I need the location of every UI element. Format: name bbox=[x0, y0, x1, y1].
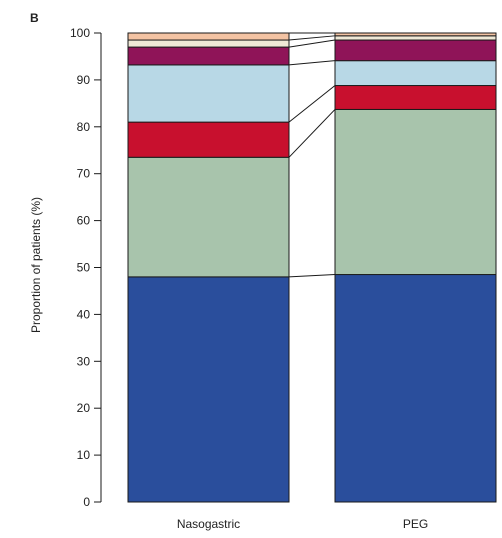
bar-segment-nasogastric-6 bbox=[127, 39, 290, 48]
connector-line bbox=[288, 35, 336, 41]
y-tick-label: 90 bbox=[77, 73, 91, 87]
panel-letter: B bbox=[30, 11, 39, 25]
connector-line bbox=[288, 60, 336, 66]
y-tick-label: 80 bbox=[77, 120, 91, 134]
bar-segment-peg-6 bbox=[334, 35, 497, 41]
connector-line bbox=[288, 109, 336, 158]
y-axis: 0 10 20 30 40 50 60 70 80 90 100 bbox=[70, 26, 102, 509]
bar-frame-nasogastric bbox=[127, 32, 290, 503]
bar-segment-peg-5 bbox=[334, 39, 497, 62]
bar-segment-peg-4 bbox=[334, 60, 497, 87]
bar-segment-nasogastric-2 bbox=[127, 156, 290, 278]
connector-lines bbox=[288, 32, 336, 278]
bar-segment-nasogastric-4 bbox=[127, 64, 290, 123]
bar-segment-peg-3 bbox=[334, 85, 497, 110]
connector-line bbox=[288, 274, 336, 278]
category-label-nasogastric: Nasogastric bbox=[177, 517, 240, 531]
y-tick-label: 40 bbox=[77, 307, 91, 321]
bars-group bbox=[127, 32, 497, 503]
y-tick-label: 50 bbox=[77, 261, 91, 275]
y-tick-label: 70 bbox=[77, 167, 91, 181]
bar-frame-peg bbox=[334, 32, 497, 503]
y-tick-label: 30 bbox=[77, 354, 91, 368]
y-axis-label: Proportion of patients (%) bbox=[29, 197, 43, 333]
y-tick-label: 60 bbox=[77, 214, 91, 228]
category-labels: Nasogastric PEG bbox=[177, 517, 428, 531]
y-tick-label: 20 bbox=[77, 401, 91, 415]
connector-line bbox=[288, 85, 336, 123]
y-tick-label: 100 bbox=[70, 26, 90, 40]
bar-segment-peg-1 bbox=[334, 274, 497, 503]
bar-segment-nasogastric-1 bbox=[127, 276, 290, 503]
category-label-peg: PEG bbox=[403, 517, 428, 531]
bar-segment-peg-2 bbox=[334, 108, 497, 276]
bar-segment-nasogastric-7 bbox=[127, 32, 290, 41]
y-tick-label: 10 bbox=[77, 448, 91, 462]
connector-line bbox=[288, 39, 336, 48]
bar-segment-nasogastric-3 bbox=[127, 121, 290, 158]
bar-segment-nasogastric-5 bbox=[127, 46, 290, 66]
y-tick-label: 0 bbox=[83, 495, 90, 509]
